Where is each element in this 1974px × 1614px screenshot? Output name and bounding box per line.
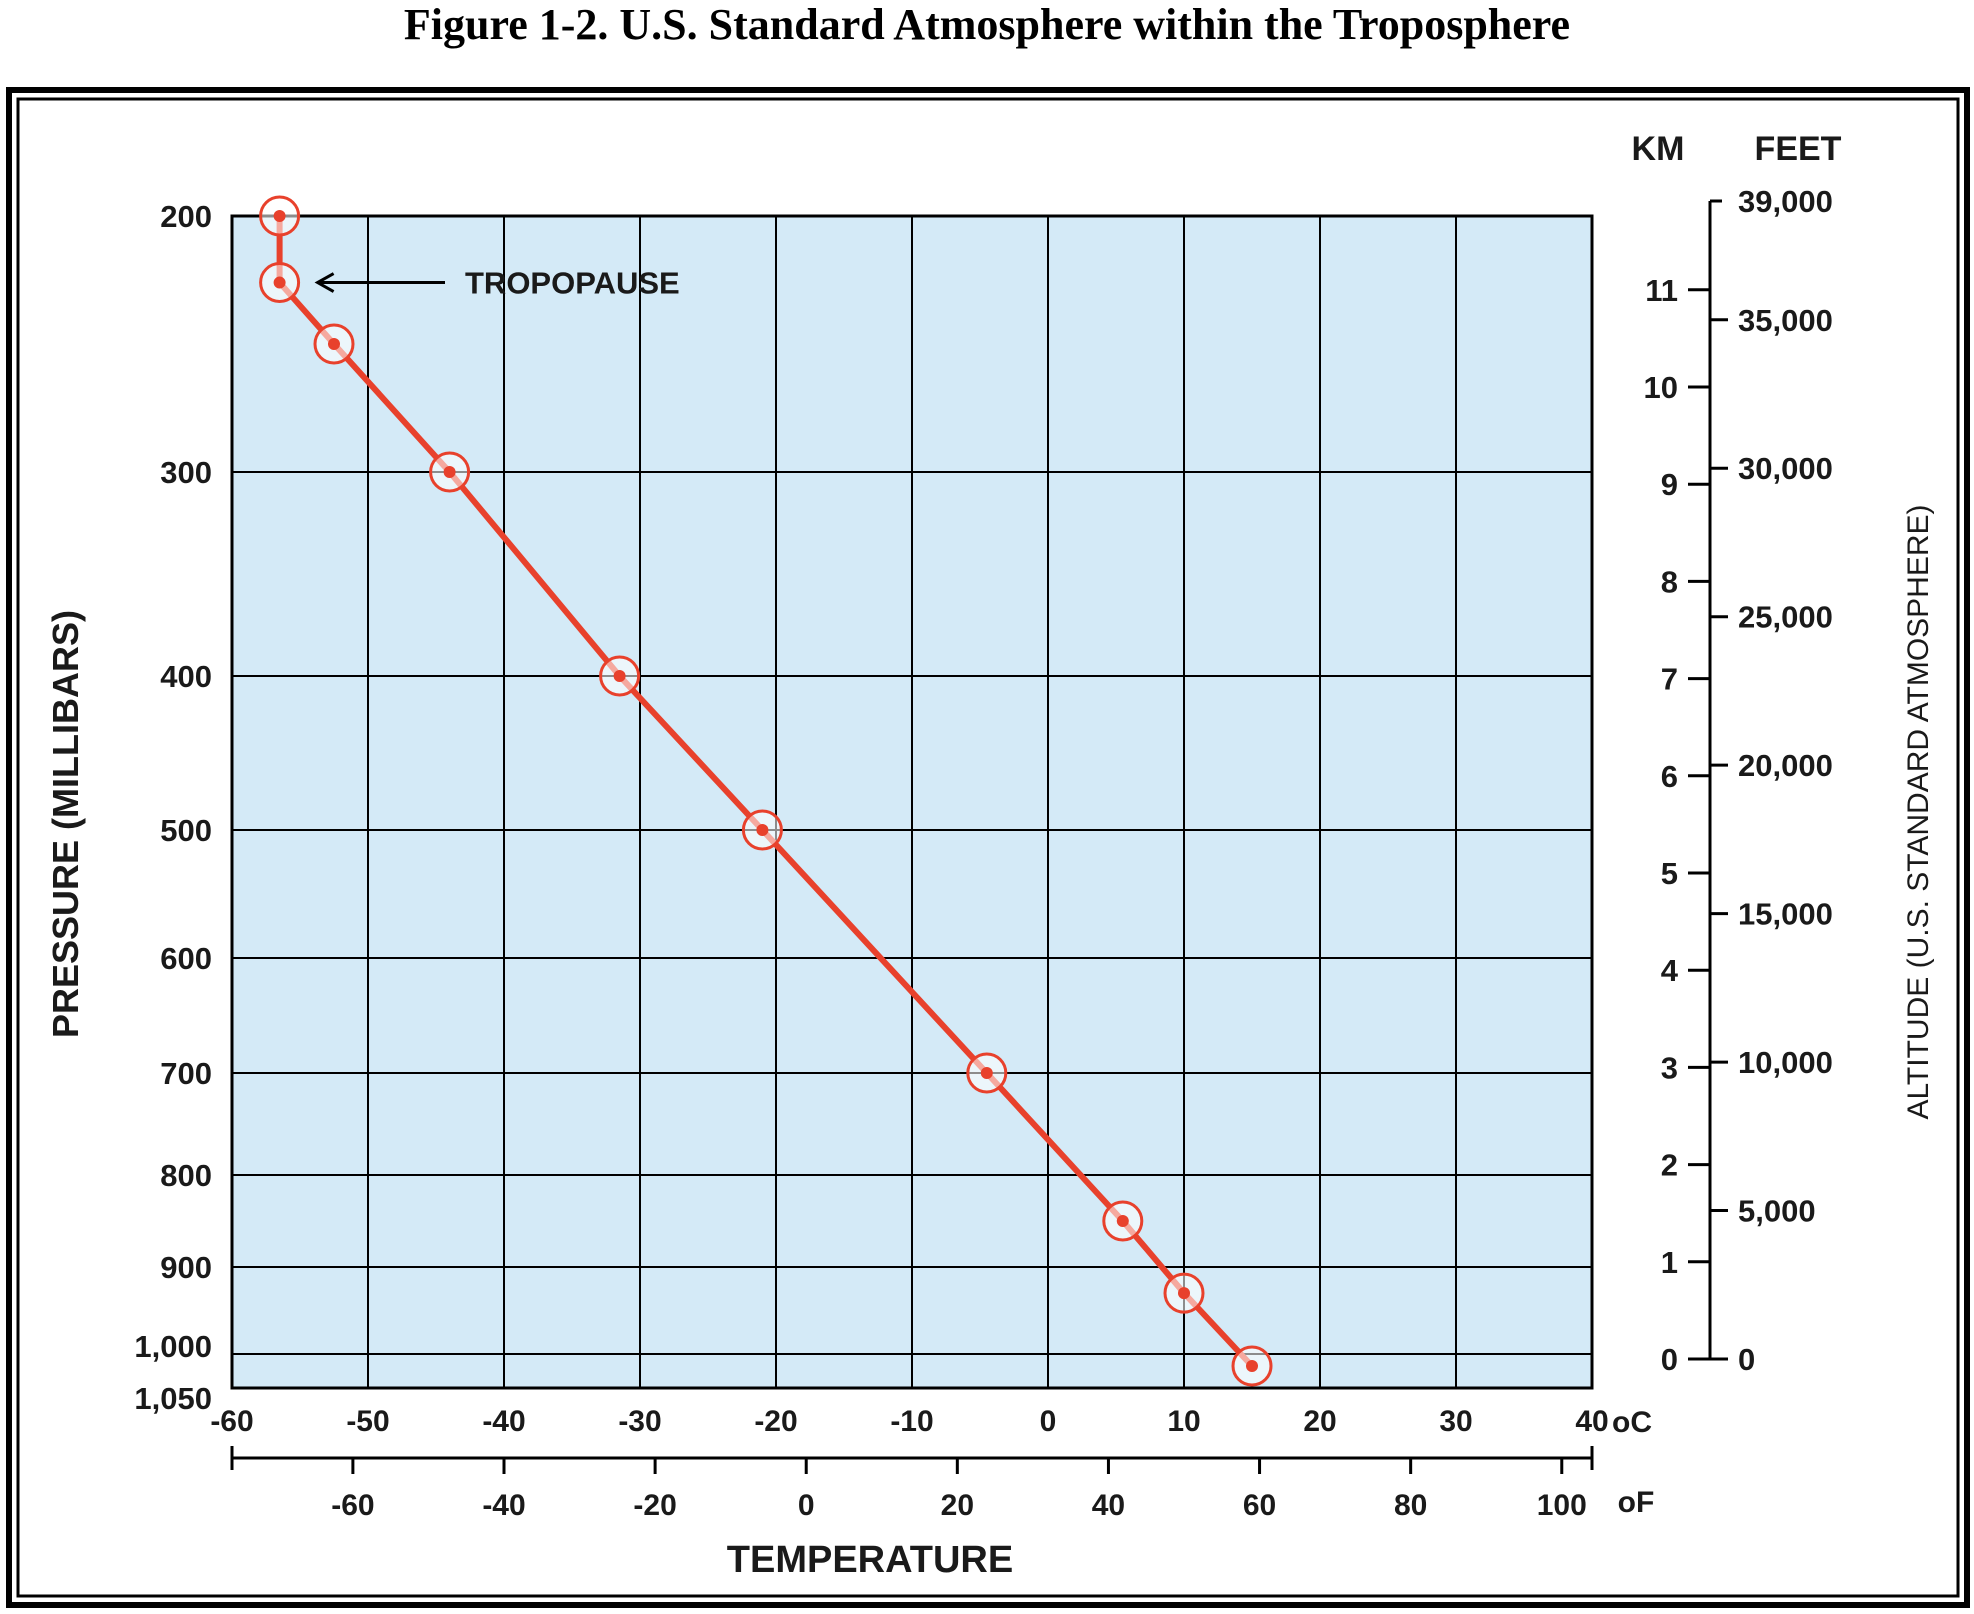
fahrenheit-tick-label: 100	[1537, 1489, 1587, 1522]
x-axis-title: TEMPERATURE	[727, 1539, 1013, 1581]
feet-tick-label: 39,000	[1738, 184, 1833, 219]
km-tick-label: 4	[1661, 953, 1679, 988]
celsius-tick-label: -60	[210, 1405, 253, 1438]
tropopause-label: TROPOPAUSE	[465, 266, 680, 301]
fahrenheit-tick-label: 20	[941, 1489, 974, 1522]
pressure-tick-label: 300	[160, 455, 212, 490]
celsius-tick-label: 30	[1439, 1405, 1472, 1438]
data-point	[1116, 1215, 1129, 1227]
km-tick-label: 10	[1644, 370, 1678, 405]
fahrenheit-tick-label: 80	[1394, 1489, 1427, 1522]
celsius-unit-label: oC	[1612, 1406, 1652, 1439]
feet-tick-label: 0	[1738, 1342, 1755, 1377]
data-point	[1246, 1360, 1258, 1372]
tropopause-arrow-head	[314, 272, 335, 293]
celsius-tick-label: 20	[1303, 1405, 1336, 1438]
feet-axis-title: FEET	[1755, 130, 1842, 168]
km-tick-label: 3	[1661, 1050, 1678, 1085]
fahrenheit-tick-label: -60	[331, 1489, 374, 1522]
km-tick-label: 1	[1661, 1245, 1678, 1280]
data-point	[328, 338, 340, 350]
pressure-tick-label: 400	[160, 659, 212, 694]
celsius-tick-label: -30	[618, 1405, 661, 1438]
outer-frame	[6, 87, 1970, 1608]
altitude-axis-title: ALTITUDE (U.S. STANDARD ATMOSPHERE)	[1902, 504, 1935, 1119]
fahrenheit-tick-label: 60	[1243, 1489, 1276, 1522]
data-point	[980, 1067, 993, 1079]
feet-tick-label: 5,000	[1738, 1194, 1816, 1229]
data-point	[756, 824, 769, 836]
pressure-tick-label: 200	[160, 199, 212, 234]
celsius-tick-label: -20	[754, 1405, 797, 1438]
feet-tick-label: 15,000	[1738, 897, 1833, 932]
km-tick-label: 0	[1661, 1342, 1678, 1377]
data-point	[1178, 1287, 1190, 1300]
pressure-tick-label: 500	[160, 813, 212, 848]
km-tick-label: 8	[1661, 564, 1678, 599]
km-tick-label: 6	[1661, 759, 1678, 794]
figure-title: Figure 1-2. U.S. Standard Atmosphere wit…	[403, 0, 1571, 49]
inner-frame	[16, 97, 1960, 1598]
celsius-tick-label: 10	[1167, 1405, 1200, 1438]
pressure-tick-label: 600	[160, 941, 212, 976]
km-tick-label: 7	[1661, 662, 1678, 697]
km-tick-label: 2	[1661, 1148, 1678, 1183]
feet-tick-label: 10,000	[1738, 1045, 1833, 1080]
data-point	[443, 466, 456, 478]
feet-tick-label: 35,000	[1738, 303, 1833, 338]
data-point	[273, 276, 286, 289]
km-axis-title: KM	[1632, 130, 1685, 168]
km-tick-label: 11	[1645, 273, 1678, 308]
celsius-tick-label: -10	[890, 1405, 933, 1438]
pressure-tick-label: 1,050	[134, 1381, 212, 1416]
celsius-tick-label: -50	[346, 1405, 389, 1438]
fahrenheit-unit-label: oF	[1618, 1486, 1655, 1519]
fahrenheit-tick-label: 0	[798, 1489, 815, 1522]
celsius-tick-label: 0	[1040, 1405, 1057, 1438]
celsius-tick-label: -40	[482, 1405, 525, 1438]
temperature-profile-line	[276, 216, 1255, 1369]
feet-tick-label: 30,000	[1738, 451, 1833, 486]
y-axis-title: PRESSURE (MILLIBARS)	[45, 610, 86, 1038]
fahrenheit-tick-label: 40	[1092, 1489, 1125, 1522]
pressure-tick-label: 800	[160, 1158, 212, 1193]
feet-tick-label: 20,000	[1738, 748, 1833, 783]
pressure-tick-label: 1,000	[134, 1329, 212, 1364]
fahrenheit-tick-label: -40	[482, 1489, 525, 1522]
km-tick-label: 5	[1661, 856, 1678, 891]
data-point	[273, 210, 286, 222]
pressure-tick-label: 900	[160, 1250, 212, 1285]
fahrenheit-tick-label: -20	[633, 1489, 676, 1522]
pressure-tick-label: 700	[160, 1056, 212, 1091]
data-point	[613, 670, 626, 682]
celsius-tick-label: 40	[1575, 1405, 1608, 1438]
plot-border	[230, 214, 1594, 1390]
feet-tick-label: 25,000	[1738, 600, 1833, 635]
km-tick-label: 9	[1661, 467, 1678, 502]
